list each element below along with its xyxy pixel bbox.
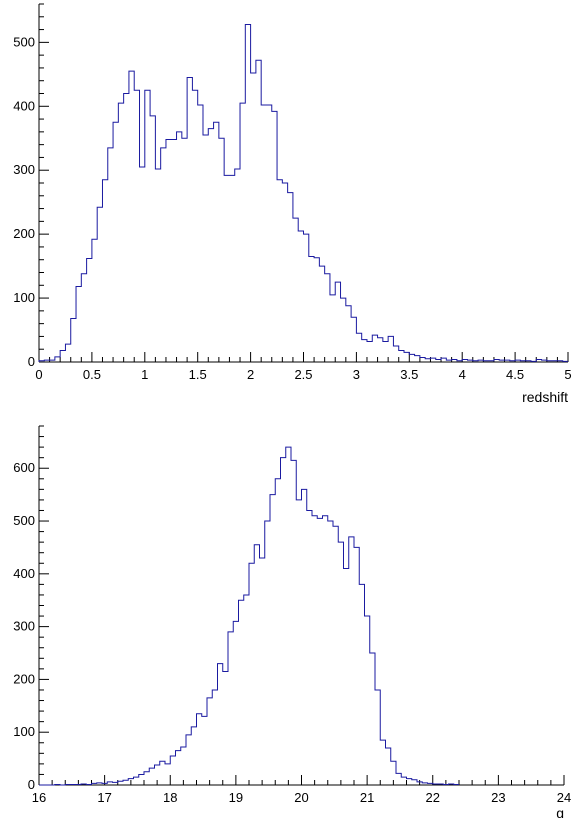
x-tick-label: 2 <box>247 367 254 382</box>
y-tick-label: 100 <box>13 290 35 305</box>
y-tick-label: 300 <box>13 619 35 634</box>
x-tick-label: 19 <box>229 790 243 805</box>
x-tick-label: 21 <box>360 790 374 805</box>
x-tick-label: 24 <box>557 790 571 805</box>
x-tick-label: 3 <box>353 367 360 382</box>
y-tick-label: 600 <box>13 460 35 475</box>
y-tick-label: 400 <box>13 98 35 113</box>
x-tick-label: 4.5 <box>506 367 524 382</box>
histogram-outline <box>38 23 568 362</box>
y-tick-label: 200 <box>13 226 35 241</box>
y-tick-label: 500 <box>13 513 35 528</box>
x-tick-label: 17 <box>97 790 111 805</box>
x-tick-label: 20 <box>294 790 308 805</box>
y-tick-label: 400 <box>13 566 35 581</box>
redshift-histogram-panel: 0 100 200 300 400 500 0 0.5 1 1.5 2 2.5 3 3.5 4 4.5 5 red… <box>13 3 572 405</box>
x-tick-label: 23 <box>491 790 505 805</box>
y-tick-label: 0 <box>28 777 35 792</box>
g-magnitude-histogram-panel: 0 100 200 300 400 500 600 16 17 18 19 20 21 22 23 24g <box>13 425 571 818</box>
y-tick-label: 100 <box>13 724 35 739</box>
x-tick-label: 1 <box>141 367 148 382</box>
y-tick-label: 300 <box>13 162 35 177</box>
x-tick-label: 5 <box>564 367 571 382</box>
y-tick-label: 0 <box>28 354 35 369</box>
y-tick-label: 200 <box>13 671 35 686</box>
y-tick-label: 500 <box>13 34 35 49</box>
x-tick-label: 0.5 <box>83 367 101 382</box>
x-tick-label: 4 <box>459 367 466 382</box>
x-tick-label: 18 <box>163 790 177 805</box>
x-tick-label: 16 <box>32 790 46 805</box>
x-tick-label: 22 <box>426 790 440 805</box>
x-tick-label: 2.5 <box>294 367 312 382</box>
x-axis-title: redshift <box>522 389 568 405</box>
x-tick-label: 1.5 <box>189 367 207 382</box>
histogram-outline <box>39 446 459 786</box>
x-tick-label: 3.5 <box>400 367 418 382</box>
x-axis-title: g <box>556 805 564 818</box>
x-tick-label: 0 <box>35 367 42 382</box>
